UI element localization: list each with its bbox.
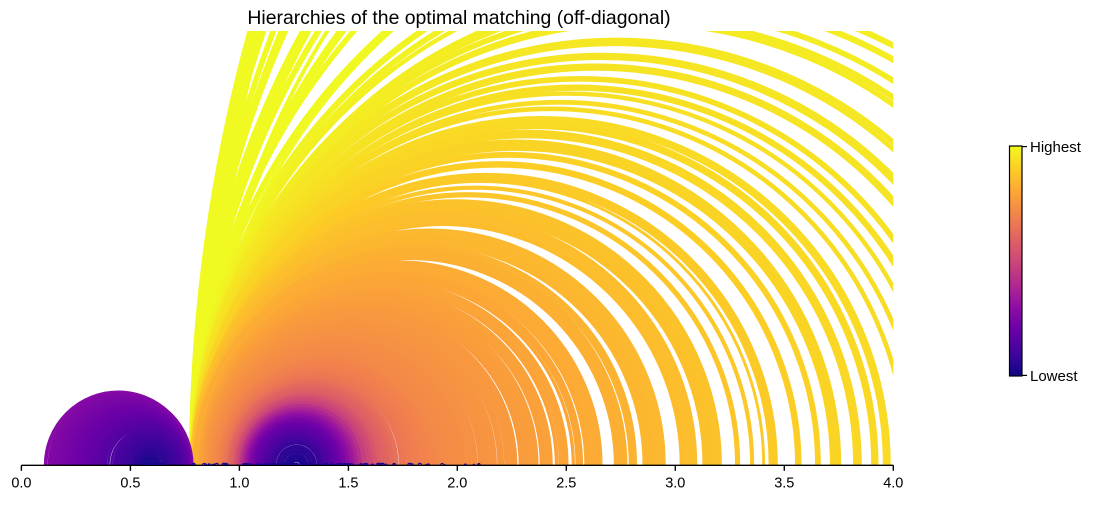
svg-text:Highest: Highest [1030,139,1082,156]
svg-text:1.5: 1.5 [338,476,358,492]
svg-text:0.0: 0.0 [11,476,31,492]
svg-text:Lowest: Lowest [1030,368,1078,385]
svg-text:4.0: 4.0 [883,476,903,492]
svg-text:Hierarchies of the optimal mat: Hierarchies of the optimal matching (off… [247,7,670,29]
svg-text:2.5: 2.5 [556,476,576,492]
svg-text:3.0: 3.0 [665,476,685,492]
svg-text:2.0: 2.0 [447,476,467,492]
svg-text:0.5: 0.5 [120,476,140,492]
svg-text:1.0: 1.0 [229,476,249,492]
svg-text:3.5: 3.5 [774,476,794,492]
